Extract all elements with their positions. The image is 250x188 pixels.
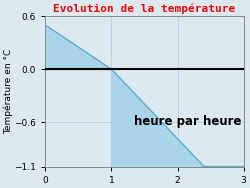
Y-axis label: Température en °C: Température en °C: [4, 49, 13, 134]
Title: Evolution de la température: Evolution de la température: [53, 3, 236, 14]
Text: heure par heure: heure par heure: [134, 115, 242, 128]
